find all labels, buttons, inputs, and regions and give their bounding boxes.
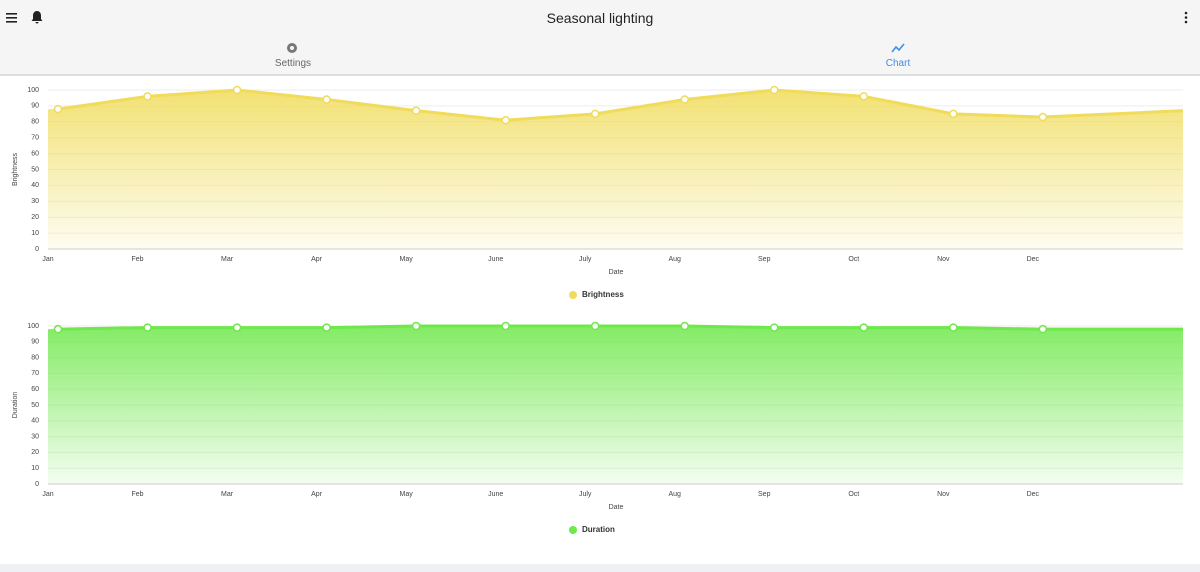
x-tick-label: Dec xyxy=(1027,256,1040,263)
footer-bar xyxy=(0,564,1200,572)
y-tick-label: 100 xyxy=(27,323,39,330)
y-tick-label: 50 xyxy=(31,166,39,173)
point xyxy=(143,92,152,101)
y-tick-label: 80 xyxy=(31,119,39,126)
x-tick-label: Oct xyxy=(848,491,859,498)
x-tick-label: Feb xyxy=(132,491,144,498)
point xyxy=(322,95,331,104)
area-fill xyxy=(48,90,1183,249)
legend-label: Duration xyxy=(582,525,615,534)
point xyxy=(411,106,421,115)
chart-icon[interactable] xyxy=(891,43,905,53)
point xyxy=(1038,112,1048,122)
x-tick-label: Jan xyxy=(42,491,53,498)
point xyxy=(501,115,510,125)
x-tick-label: Mar xyxy=(221,256,234,263)
x-tick-label: Aug xyxy=(668,491,681,498)
menu-icon[interactable] xyxy=(6,13,17,23)
x-tick-label: May xyxy=(400,256,414,263)
point xyxy=(411,321,421,331)
point xyxy=(680,95,689,104)
y-tick-label: 80 xyxy=(31,354,39,361)
y-tick-label: 70 xyxy=(31,135,39,142)
x-tick-label: Aug xyxy=(668,256,681,263)
point xyxy=(859,92,869,101)
x-tick-label: June xyxy=(488,491,503,498)
x-axis-label: Date xyxy=(609,504,624,511)
y-axis-label: Brightness xyxy=(12,152,19,186)
y-tick-label: 40 xyxy=(31,182,39,189)
point xyxy=(53,104,63,114)
settings-icon[interactable] xyxy=(287,43,297,53)
point xyxy=(590,321,600,331)
point xyxy=(232,85,242,95)
x-tick-label: July xyxy=(579,491,592,498)
y-tick-label: 40 xyxy=(31,418,39,425)
point xyxy=(590,109,600,119)
legend-swatch xyxy=(569,291,577,299)
tab-settings[interactable]: Settings xyxy=(274,58,312,69)
x-tick-label: Dec xyxy=(1027,491,1040,498)
y-tick-label: 50 xyxy=(31,402,39,409)
legend-swatch xyxy=(569,526,577,534)
point xyxy=(143,323,152,332)
point xyxy=(859,323,869,332)
point xyxy=(949,109,958,119)
x-tick-label: July xyxy=(579,256,592,263)
y-tick-label: 90 xyxy=(31,103,39,110)
area-fill xyxy=(48,326,1183,484)
point xyxy=(680,321,689,331)
y-tick-label: 0 xyxy=(35,481,39,488)
x-tick-label: Oct xyxy=(848,256,859,263)
y-tick-label: 60 xyxy=(31,386,39,393)
app-bar: Seasonal lighting Settings Chart xyxy=(0,0,1200,76)
x-tick-label: Nov xyxy=(937,256,950,263)
y-tick-label: 60 xyxy=(31,150,39,157)
app-title: Seasonal lighting xyxy=(546,10,654,26)
point xyxy=(770,323,779,332)
point xyxy=(232,323,242,332)
point xyxy=(949,323,958,332)
point xyxy=(501,321,510,331)
x-tick-label: May xyxy=(400,491,414,498)
tab-chart[interactable]: Chart xyxy=(885,58,911,69)
legend-label: Brightness xyxy=(582,290,624,299)
y-tick-label: 100 xyxy=(27,87,39,94)
point xyxy=(770,85,779,95)
y-tick-label: 10 xyxy=(31,230,39,237)
more-icon[interactable] xyxy=(1184,11,1188,24)
y-tick-label: 0 xyxy=(35,246,39,253)
x-tick-label: Apr xyxy=(311,491,323,498)
x-tick-label: Nov xyxy=(937,491,950,498)
x-tick-label: Sep xyxy=(758,491,771,498)
x-tick-label: June xyxy=(488,256,503,263)
y-tick-label: 30 xyxy=(31,433,39,440)
point xyxy=(322,323,331,332)
app-icons xyxy=(6,11,1188,53)
x-tick-label: Sep xyxy=(758,256,771,263)
y-tick-label: 20 xyxy=(31,449,39,456)
y-tick-label: 10 xyxy=(31,465,39,472)
y-tick-label: 70 xyxy=(31,370,39,377)
x-tick-label: Feb xyxy=(132,256,144,263)
y-tick-label: 90 xyxy=(31,339,39,346)
y-tick-label: 30 xyxy=(31,198,39,205)
y-tick-label: 20 xyxy=(31,214,39,221)
point xyxy=(1038,324,1048,334)
x-axis-label: Date xyxy=(609,269,624,276)
y-axis-label: Duration xyxy=(12,392,19,419)
bell-icon[interactable] xyxy=(31,11,43,24)
x-tick-label: Mar xyxy=(221,491,234,498)
point xyxy=(53,324,63,334)
x-tick-label: Apr xyxy=(311,256,323,263)
x-tick-label: Jan xyxy=(42,256,53,263)
